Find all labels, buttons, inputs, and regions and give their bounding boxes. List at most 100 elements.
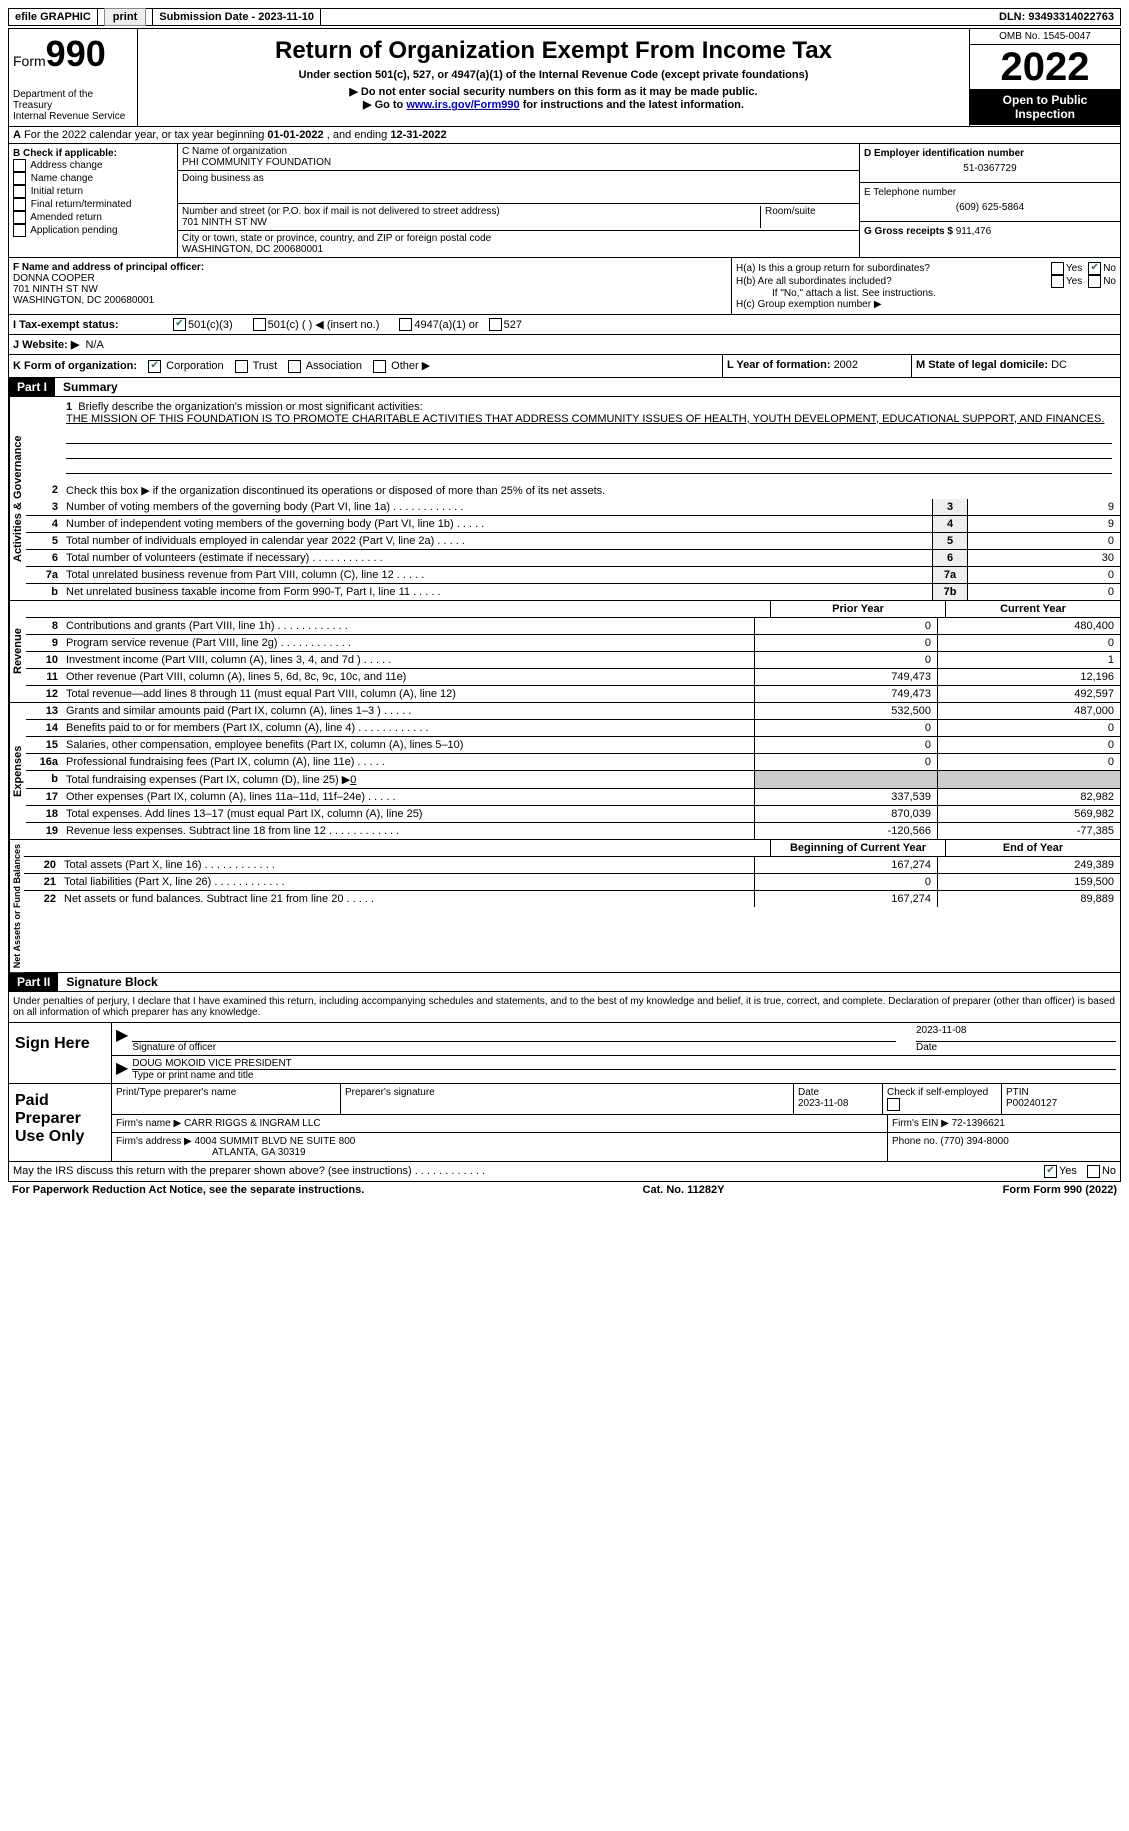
col-c: C Name of organization PHI COMMUNITY FOU… [178, 144, 860, 257]
l20-curr: 249,389 [937, 857, 1120, 873]
sig-officer-label: Signature of officer [132, 1042, 896, 1053]
final-return-checkbox[interactable] [13, 198, 26, 211]
l18-desc: Total expenses. Add lines 13–17 (must eq… [62, 806, 754, 822]
self-emp-checkbox[interactable] [887, 1098, 900, 1111]
ha-no-checkbox[interactable] [1088, 262, 1101, 275]
ha-no-label: No [1103, 263, 1116, 274]
cat-no: Cat. No. 11282Y [643, 1184, 725, 1196]
l11-prior: 749,473 [754, 669, 937, 685]
form-subtitle: Under section 501(c), 527, or 4947(a)(1)… [142, 69, 965, 81]
l13-prior: 532,500 [754, 703, 937, 719]
type-name-label: Type or print name and title [132, 1070, 1116, 1081]
hb-no-checkbox[interactable] [1088, 275, 1101, 288]
line3-value: 9 [967, 499, 1120, 515]
website-label: J Website: ▶ [13, 338, 79, 351]
submission-date: 2023-11-10 [258, 11, 314, 23]
hb-yes-label: Yes [1066, 276, 1082, 287]
other-checkbox[interactable] [373, 360, 386, 373]
l22-prior: 167,274 [754, 891, 937, 907]
form-org-label: K Form of organization: [13, 360, 137, 372]
firm-phone: (770) 394-8000 [940, 1136, 1008, 1147]
prep-date-label: Date [798, 1087, 819, 1098]
4947-checkbox[interactable] [399, 318, 412, 331]
row-a-text-b: , and ending [324, 129, 391, 141]
l19-desc: Revenue less expenses. Subtract line 18 … [62, 823, 754, 839]
signature-section: Under penalties of perjury, I declare th… [8, 992, 1121, 1084]
tel-value: (609) 625-5864 [864, 198, 1116, 217]
501c3-label: 501(c)(3) [188, 319, 233, 331]
form-footer: Form 990 (2022) [1033, 1184, 1117, 1196]
beg-year-hdr: Beginning of Current Year [770, 840, 945, 856]
netassets-section: Net Assets or Fund Balances Beginning of… [8, 840, 1121, 973]
print-button[interactable]: print [104, 8, 146, 26]
arrow-icon: ▶ [116, 1058, 128, 1081]
l13-curr: 487,000 [937, 703, 1120, 719]
self-emp-label: Check if self-employed [887, 1087, 988, 1098]
room-label: Room/suite [760, 206, 855, 228]
line4-desc: Number of independent voting members of … [62, 516, 932, 532]
527-label: 527 [504, 319, 522, 331]
amended-checkbox[interactable] [13, 211, 26, 224]
part1-header: Part I Summary [8, 378, 1121, 397]
sign-here-label: Sign Here [9, 1023, 112, 1083]
discuss-no-checkbox[interactable] [1087, 1165, 1100, 1178]
trust-checkbox[interactable] [235, 360, 248, 373]
col-f: F Name and address of principal officer:… [9, 258, 732, 314]
end-year-hdr: End of Year [945, 840, 1120, 856]
hb-yes-checkbox[interactable] [1051, 275, 1064, 288]
l16b-value: 0 [350, 774, 356, 786]
ha-yes-label: Yes [1066, 263, 1082, 274]
501c-label: 501(c) ( ) ◀ (insert no.) [268, 318, 380, 331]
app-pending-checkbox[interactable] [13, 224, 26, 237]
prior-year-hdr: Prior Year [770, 601, 945, 617]
row-klm: K Form of organization: Corporation Trus… [8, 355, 1121, 378]
penalty-text: Under penalties of perjury, I declare th… [9, 992, 1120, 1023]
l22-curr: 89,889 [937, 891, 1120, 907]
officer-addr1: 701 NINTH ST NW [13, 284, 727, 295]
activities-section: Activities & Governance 1 Briefly descri… [8, 397, 1121, 601]
527-checkbox[interactable] [489, 318, 502, 331]
city-value: WASHINGTON, DC 200680001 [182, 244, 855, 255]
ha-yes-checkbox[interactable] [1051, 262, 1064, 275]
assoc-checkbox[interactable] [288, 360, 301, 373]
name-change-checkbox[interactable] [13, 172, 26, 185]
omb-number: OMB No. 1545-0047 [970, 29, 1120, 45]
line5-desc: Total number of individuals employed in … [62, 533, 932, 549]
firm-addr1: 4004 SUMMIT BLVD NE SUITE 800 [195, 1136, 356, 1147]
dln-value: 93493314022763 [1028, 11, 1114, 23]
l10-prior: 0 [754, 652, 937, 668]
row-a: A For the 2022 calendar year, or tax yea… [8, 127, 1121, 144]
l10-curr: 1 [937, 652, 1120, 668]
irs-link[interactable]: www.irs.gov/Form990 [406, 99, 519, 111]
preparer-section: Paid Preparer Use Only Print/Type prepar… [8, 1084, 1121, 1162]
l16b-desc: Total fundraising expenses (Part IX, col… [66, 774, 350, 786]
l15-prior: 0 [754, 737, 937, 753]
initial-return-checkbox[interactable] [13, 185, 26, 198]
l21-prior: 0 [754, 874, 937, 890]
l15-desc: Salaries, other compensation, employee b… [62, 737, 754, 753]
prep-sig-label: Preparer's signature [341, 1084, 794, 1114]
501c3-checkbox[interactable] [173, 318, 186, 331]
dept-label: Department of the Treasury [13, 89, 133, 111]
efile-label: efile GRAPHIC [9, 9, 98, 25]
l21-desc: Total liabilities (Part X, line 26) [60, 874, 754, 890]
year-formation-value: 2002 [834, 359, 858, 371]
final-return-label: Final return/terminated [31, 199, 132, 210]
501c-checkbox[interactable] [253, 318, 266, 331]
l12-curr: 492,597 [937, 686, 1120, 702]
corp-checkbox[interactable] [148, 360, 161, 373]
row-i: I Tax-exempt status: 501(c)(3) 501(c) ( … [8, 315, 1121, 335]
hb-no-label: No [1103, 276, 1116, 287]
l22-desc: Net assets or fund balances. Subtract li… [60, 891, 754, 907]
part2-title: Signature Block [58, 973, 165, 991]
line7b-value: 0 [967, 584, 1120, 600]
discuss-yes-checkbox[interactable] [1044, 1165, 1057, 1178]
irs-label: Internal Revenue Service [13, 111, 133, 122]
app-pending-label: Application pending [30, 225, 117, 236]
col-b: B Check if applicable: Address change Na… [9, 144, 178, 257]
line2-desc: Check this box ▶ if the organization dis… [66, 485, 605, 497]
firm-ein-label: Firm's EIN ▶ [892, 1118, 952, 1129]
addr-change-checkbox[interactable] [13, 159, 26, 172]
l16a-desc: Professional fundraising fees (Part IX, … [62, 754, 754, 770]
tel-label: E Telephone number [864, 187, 1116, 198]
